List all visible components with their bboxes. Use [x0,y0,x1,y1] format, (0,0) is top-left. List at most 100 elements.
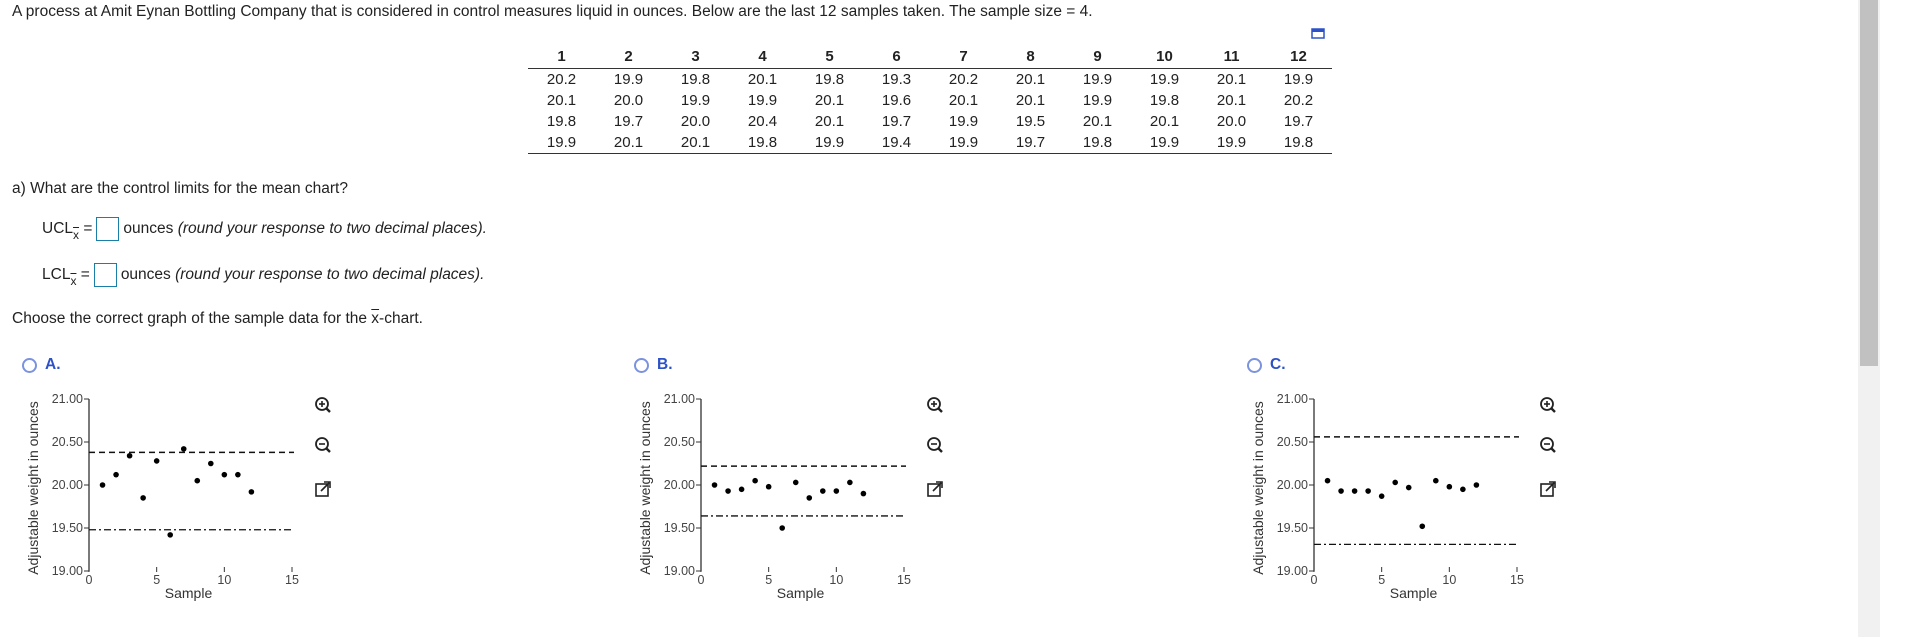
choose-graph-prompt: Choose the correct graph of the sample d… [12,310,423,328]
zoom-in-icon[interactable] [310,392,336,418]
data-point [153,458,160,464]
sample-data-table: 1 2 3 4 5 6 7 8 9 10 11 12 20.2 19.9 19.8 20.1 19.8 19.3… [528,44,1332,154]
table-cell: 19.9 [1082,71,1113,88]
open-external-icon[interactable] [310,476,336,502]
table-cell: 19.8 [546,113,577,130]
y-tick-label: 19.50 [52,521,83,535]
data-point [1351,488,1358,494]
table-cell: 19.7 [1283,113,1314,130]
x-tick-label: 10 [217,573,231,587]
zoom-out-icon[interactable] [310,432,336,458]
column-header: 6 [863,44,930,69]
table-cell: 19.9 [1283,71,1314,88]
option-label: C. [1270,356,1286,373]
table-row: 19.9 20.1 20.1 19.8 19.9 19.4 19.9 19.7 19.8 19.9… [528,132,1332,154]
scrollbar-thumb[interactable] [1860,0,1878,366]
chart-c: 19.00 19.50 20.00 20.50 21.00 0 5 10 15 Sample Adj… [1250,392,1524,601]
data-point [779,525,785,531]
data-point [235,471,241,478]
y-axis-label: Adjustable weight in ounces [25,401,41,575]
table-cell: 19.8 [1064,132,1131,154]
table-cell: 20.1 [595,132,662,154]
option-b[interactable]: B. [634,356,673,374]
data-point [860,490,867,497]
table-cell: 19.8 [814,71,845,88]
equals: = [80,266,90,284]
data-point [1419,523,1426,530]
y-tick-label: 21.00 [1277,392,1308,406]
y-tick-label: 19.50 [1277,521,1308,535]
zoom-out-icon[interactable] [922,432,948,458]
data-point [126,452,133,459]
table-cell: 19.7 [997,132,1064,154]
equals: = [83,220,93,238]
data-point [1338,488,1344,494]
x-tick-label: 5 [765,573,772,587]
table-cell: 20.2 [1283,92,1314,109]
popout-icon[interactable] [1311,27,1327,41]
radio-button[interactable] [22,357,37,373]
table-cell: 19.9 [948,113,979,130]
zoom-out-icon[interactable] [1535,432,1561,458]
y-axis-label: Adjustable weight in ounces [1250,401,1266,575]
zoom-in-icon[interactable] [922,392,948,418]
table-cell: 20.1 [1015,71,1046,88]
hint: (round your response to two decimal plac… [175,266,485,284]
table-header-row: 1 2 3 4 5 6 7 8 9 10 11 12 [528,44,1332,69]
option-label: B. [657,356,673,373]
data-point [194,477,201,484]
hint: (round your response to two decimal plac… [177,220,487,238]
part-a-question: a) What are the control limits for the m… [12,180,348,197]
data-point [221,471,228,478]
y-tick-label: 20.50 [52,435,83,449]
radio-button[interactable] [1247,357,1262,373]
table-cell: 20.1 [1216,92,1247,109]
column-header: 7 [930,44,997,69]
lcl-input[interactable] [93,263,117,287]
zoom-in-icon[interactable] [1535,392,1561,418]
x-tick-label: 15 [897,573,911,587]
y-tick-label: 19.00 [52,564,83,578]
table-cell: 19.9 [930,132,997,154]
table-cell: 20.1 [662,132,729,154]
table-cell: 19.8 [1149,92,1180,109]
table-cell: 20.1 [1216,71,1247,88]
y-tick-label: 19.00 [664,564,695,578]
ucl-input[interactable] [96,217,120,241]
table-cell: 20.2 [948,71,979,88]
open-external-icon[interactable] [1535,476,1561,502]
x-tick-label: 0 [1311,573,1318,587]
table-cell: 20.4 [747,113,778,130]
y-tick-label: 21.00 [664,392,695,406]
ucl-row: UCLx = ounces (round your response to two… [42,217,487,242]
column-header: 9 [1064,44,1131,69]
question-intro: A process at Amit Eynan Bottling Company… [12,3,1093,20]
table-cell: 20.1 [948,92,979,109]
data-point [725,488,731,494]
table-cell: 20.0 [680,113,711,130]
x-tick-label: 0 [698,573,705,587]
open-external-icon[interactable] [922,476,948,502]
column-header: 8 [997,44,1064,69]
data-point [833,488,840,494]
data-point [208,460,214,467]
option-c[interactable]: C. [1247,356,1286,374]
table-cell: 20.1 [747,71,778,88]
table-cell: 19.9 [747,92,778,109]
x-tick-label: 5 [153,573,160,587]
data-point [1365,488,1371,494]
lcl-row: LCLx = ounces (round your response to two… [42,263,485,288]
y-tick-label: 20.50 [1277,435,1308,449]
table-cell: 19.9 [1198,132,1265,154]
table-cell: 20.1 [814,92,845,109]
table-cell: 19.6 [881,92,912,109]
data-point [248,489,255,495]
table-cell: 19.9 [1131,132,1198,154]
data-point [99,482,106,488]
option-a[interactable]: A. [22,356,61,374]
data-point [806,495,813,501]
table-row: 20.2 19.9 19.8 20.1 19.8 19.3 20.2 20.1 19.9 19.9… [528,69,1332,91]
radio-button[interactable] [634,357,649,373]
column-header: 11 [1198,44,1265,69]
x-axis-label: Sample [1390,585,1438,601]
